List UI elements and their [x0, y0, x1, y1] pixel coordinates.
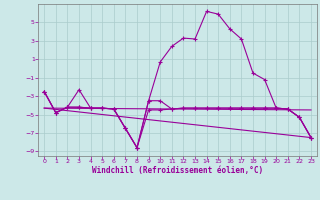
X-axis label: Windchill (Refroidissement éolien,°C): Windchill (Refroidissement éolien,°C) — [92, 166, 263, 175]
